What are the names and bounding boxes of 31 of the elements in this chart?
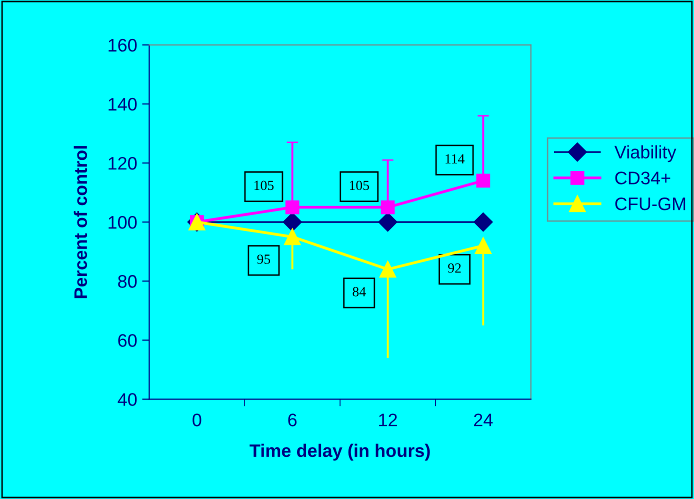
point [378,212,398,232]
point [284,228,301,246]
x-tick-label: 24 [474,414,493,426]
y-tick-label: 40 [118,393,137,406]
point [474,212,493,232]
y-tick-label: 100 [108,216,137,229]
data-label: 84 [352,287,366,296]
legend-label: Viability [614,145,676,162]
point [474,237,492,254]
data-label: 114 [446,154,465,164]
point [476,174,490,188]
x-tick-label: 12 [379,414,397,426]
point [285,200,300,214]
y-axis-title: Percent of control [74,146,88,298]
x-tick-label: 0 [192,414,202,426]
data-label: 95 [257,254,270,264]
data-label: 105 [254,180,274,190]
x-tick-label: 6 [288,414,297,426]
y-tick-label: 60 [118,334,137,347]
point [380,200,395,214]
y-tick-label: 160 [108,38,137,52]
y-tick-label: 140 [108,98,137,111]
x-axis-title: Time delay (in hours) [250,444,430,461]
data-label: 105 [350,180,370,190]
legend-label: CD34+ [615,172,670,184]
y-tick-label: 120 [108,156,137,170]
point [282,212,302,232]
y-tick-label: 80 [118,275,137,288]
legend-label: CFU-GM [615,197,686,210]
point [379,260,396,278]
data-label: 92 [448,263,461,273]
